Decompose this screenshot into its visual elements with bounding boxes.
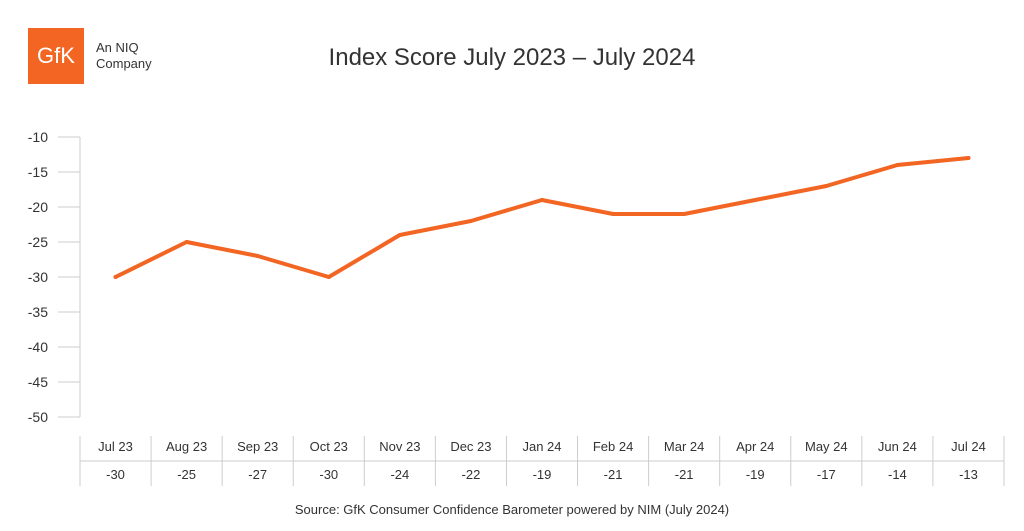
y-tick-label: -45	[28, 374, 48, 390]
data-value-label: -13	[959, 467, 978, 482]
data-point	[184, 240, 189, 244]
data-point	[753, 198, 758, 202]
data-point	[113, 275, 118, 279]
data-value-label: -24	[390, 467, 409, 482]
y-tick-label: -10	[28, 129, 48, 145]
data-point	[895, 163, 900, 167]
y-tick-label: -50	[28, 409, 48, 425]
y-tick-label: -30	[28, 269, 48, 285]
series-line	[113, 156, 971, 279]
data-value-label: -21	[604, 467, 623, 482]
data-point	[824, 184, 829, 188]
data-point	[468, 219, 473, 223]
data-point	[397, 233, 402, 237]
y-tick-label: -35	[28, 304, 48, 320]
data-point	[682, 212, 687, 216]
data-value-label: -19	[746, 467, 765, 482]
logo-tagline: An NIQ Company	[96, 40, 176, 72]
x-category-label: May 24	[805, 439, 848, 454]
logo-tagline-line1: An NIQ	[96, 40, 139, 55]
x-category-label: Dec 23	[450, 439, 491, 454]
x-category-label: Mar 24	[664, 439, 704, 454]
data-point	[255, 254, 260, 258]
data-value-label: -19	[533, 467, 552, 482]
data-value-label: -25	[177, 467, 196, 482]
x-category-label: Feb 24	[593, 439, 633, 454]
data-point	[611, 212, 616, 216]
x-category-label: Oct 23	[310, 439, 348, 454]
chart-title: Index Score July 2023 – July 2024	[328, 44, 696, 71]
x-category-label: Jan 24	[522, 439, 561, 454]
y-tick-label: -40	[28, 339, 48, 355]
logo-tagline-line2: Company	[96, 56, 152, 71]
x-category-label: Jun 24	[878, 439, 917, 454]
y-tick-label: -20	[28, 199, 48, 215]
data-value-label: -14	[888, 467, 907, 482]
data-point	[326, 275, 331, 279]
line-chart: -10 -15 -20 -25 -30 -35 -40 -45 -50 Jul 23 -30 Aug …	[28, 129, 1005, 486]
data-value-label: -27	[248, 467, 267, 482]
x-category-label: Nov 23	[379, 439, 420, 454]
y-tick-label: -15	[28, 164, 48, 180]
data-value-label: -30	[319, 467, 338, 482]
data-value-label: -30	[106, 467, 125, 482]
data-point	[966, 156, 971, 160]
data-value-label: -22	[462, 467, 481, 482]
x-category-label: Sep 23	[237, 439, 278, 454]
x-category-label: Jul 24	[951, 439, 986, 454]
data-point	[540, 198, 544, 202]
x-category-label: Apr 24	[736, 439, 774, 454]
x-category-label: Jul 23	[98, 439, 133, 454]
data-value-label: -17	[817, 467, 836, 482]
x-category-label: Aug 23	[166, 439, 207, 454]
data-value-label: -21	[675, 467, 694, 482]
y-tick-label: -25	[28, 234, 48, 250]
gfk-logo: GfK	[28, 28, 84, 84]
source-note: Source: GfK Consumer Confidence Baromete…	[294, 502, 730, 517]
